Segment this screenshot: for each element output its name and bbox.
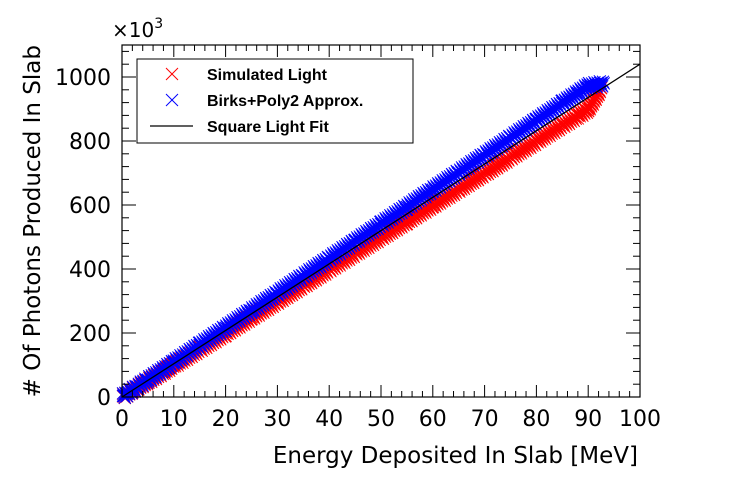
- legend-marker: [165, 67, 179, 81]
- data-point: [348, 235, 362, 248]
- legend-label: Birks+Poly2 Approx.: [207, 93, 363, 110]
- y-tick-label: 600: [69, 194, 111, 219]
- legend-box: [136, 58, 414, 144]
- data-point: [478, 166, 491, 180]
- legend-label: Simulated Light: [207, 67, 328, 84]
- data-point: [581, 102, 595, 116]
- data-point: [555, 118, 569, 132]
- x-tick-label: 70: [471, 407, 499, 432]
- data-point: [296, 269, 310, 283]
- data-point: [504, 131, 517, 145]
- data-point: [426, 198, 440, 212]
- data-point: [555, 96, 569, 110]
- legend-entry: Simulated Light: [165, 67, 328, 84]
- data-point: [530, 114, 543, 127]
- data-point: [571, 86, 585, 100]
- y-tick-label: 800: [69, 130, 111, 155]
- x-tick-label: 20: [212, 407, 240, 432]
- x-tick-label: 100: [619, 407, 661, 432]
- legend-entry: Square Light Fit: [150, 119, 329, 136]
- axis-ticks: [121, 45, 641, 398]
- y-tick-label: 1000: [55, 66, 111, 91]
- x-tick-label: 0: [115, 407, 129, 432]
- plot-content: [116, 63, 641, 405]
- data-point: [245, 304, 258, 317]
- legend-label: Square Light Fit: [207, 119, 329, 136]
- data-point: [426, 183, 440, 196]
- x-tick-label: 40: [315, 407, 343, 432]
- data-point: [530, 134, 543, 148]
- x-tick-label: 60: [419, 407, 447, 432]
- x-tick-label: 90: [574, 407, 602, 432]
- y-multiplier: ×103: [112, 16, 163, 42]
- data-point: [504, 150, 517, 164]
- data-point: [597, 77, 611, 90]
- data-point: [271, 286, 284, 300]
- data-point: [322, 252, 336, 266]
- data-point: [581, 79, 595, 93]
- x-axis-label: Energy Deposited In Slab [MeV]: [273, 443, 638, 469]
- y-tick-label: 0: [97, 386, 111, 411]
- legend: Simulated Light Birks+Poly2 Approx. Square…: [136, 58, 414, 144]
- legend-marker: [165, 93, 179, 107]
- data-point: [478, 148, 491, 162]
- data-point: [219, 321, 232, 335]
- x-tick-label: 80: [522, 407, 550, 432]
- x-tick-label: 50: [367, 407, 395, 432]
- fit-line: [121, 63, 641, 398]
- x-tick-label: 30: [263, 407, 291, 432]
- y-tick-label: 400: [69, 258, 111, 283]
- x-tick-label: 10: [160, 407, 188, 432]
- data-point: [571, 109, 585, 123]
- y-tick-label: 200: [69, 322, 111, 347]
- y-axis-label: # Of Photons Produced In Slab: [20, 45, 46, 397]
- data-point: [452, 166, 466, 179]
- legend-entry: Birks+Poly2 Approx.: [165, 93, 363, 110]
- data-point: [595, 78, 608, 92]
